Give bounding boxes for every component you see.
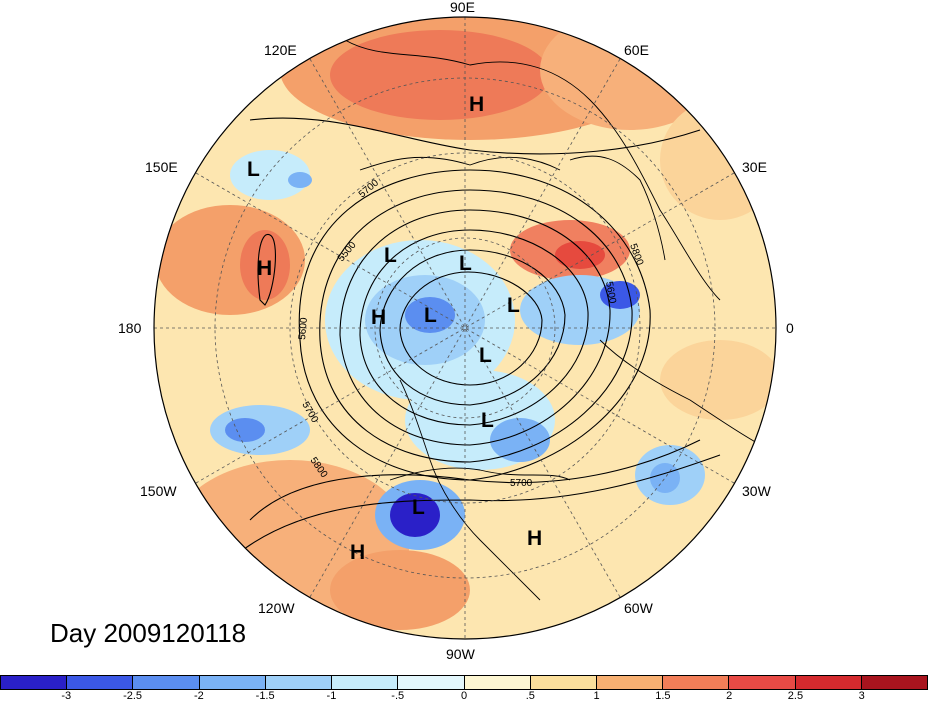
- contour-label: 5700: [510, 478, 533, 489]
- lon-label-0: 0: [786, 320, 794, 336]
- map-title: Day 2009120118: [50, 618, 247, 648]
- pressure-center-low: L: [424, 304, 437, 327]
- colorbar-swatch: [795, 676, 862, 689]
- colorbar-tick-label: -2.5: [123, 690, 143, 702]
- colorbar-tick-label: -2: [193, 690, 204, 702]
- pressure-center-low: L: [247, 158, 260, 181]
- colorbar-swatch: [199, 676, 266, 689]
- colorbar-swatch: [861, 676, 928, 689]
- contour-label: 5600: [297, 317, 310, 341]
- height-contours: [229, 117, 721, 561]
- colorbar-tick-label: -.5: [391, 690, 405, 702]
- colorbar: [0, 675, 928, 690]
- colorbar-swatch: [67, 676, 134, 689]
- lon-label-30w: 30W: [742, 483, 772, 499]
- colorbar-tick-label: 1: [593, 690, 600, 702]
- colorbar-swatch: [133, 676, 200, 689]
- colorbar-tick-label: 0: [460, 690, 468, 702]
- colorbar-swatch: [663, 676, 730, 689]
- colorbar-swatch: [265, 676, 333, 689]
- colorbar-tick-label: 2.5: [787, 690, 804, 702]
- pressure-center-low: L: [507, 294, 520, 317]
- colorbar-tick-label: -3: [61, 690, 72, 702]
- graticule: [154, 17, 776, 639]
- colorbar-swatch: [464, 676, 531, 689]
- contour-label: 5600: [603, 281, 618, 305]
- lon-label-120w: 120W: [258, 600, 295, 616]
- colorbar-tick-label: 2: [726, 690, 733, 702]
- colorbar-tick-label: -1: [326, 690, 337, 702]
- lon-label-60e: 60E: [624, 42, 649, 58]
- lon-label-90w: 90W: [446, 646, 476, 662]
- pressure-center-high: H: [469, 93, 484, 116]
- pressure-center-low: L: [481, 409, 494, 432]
- colorbar-swatch: [332, 676, 399, 689]
- pressure-center-high: H: [257, 257, 272, 280]
- pressure-center-low: L: [412, 496, 425, 519]
- pressure-center-low: L: [459, 252, 472, 275]
- colorbar-tick-label: .5: [525, 690, 535, 702]
- pressure-center-low: L: [384, 244, 397, 267]
- colorbar-tick-label: -1.5: [255, 690, 275, 702]
- map-boundary: [153, 16, 777, 640]
- lon-label-30e: 30E: [742, 159, 767, 175]
- lon-label-150w: 150W: [140, 483, 177, 499]
- pressure-center-low: L: [479, 344, 492, 367]
- pressure-center-high: H: [527, 527, 542, 550]
- pressure-center-high: H: [371, 306, 386, 329]
- pressure-center-high: H: [350, 541, 365, 564]
- colorbar-swatch: [530, 676, 597, 689]
- lon-label-120e: 120E: [264, 42, 297, 58]
- lon-label-90e: 90E: [450, 0, 475, 15]
- colorbar-swatch: [398, 676, 465, 689]
- lon-label-180: 180: [118, 320, 142, 336]
- lon-label-150e: 150E: [145, 159, 178, 175]
- colorbar-swatch: [596, 676, 664, 689]
- colorbar-swatch: [729, 676, 796, 689]
- colorbar-tick-label: 1.5: [655, 690, 671, 702]
- lon-label-60w: 60W: [624, 600, 654, 616]
- colorbar-tick-label: 3: [858, 690, 865, 702]
- colorbar-swatch: [1, 676, 68, 689]
- coastlines: [344, 39, 771, 601]
